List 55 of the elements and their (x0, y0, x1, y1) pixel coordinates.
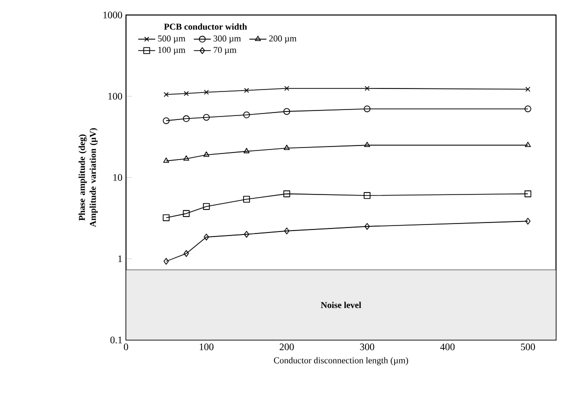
y-tick-label: 100 (108, 92, 122, 100)
legend-label: 200 µm (269, 35, 296, 44)
point (243, 196, 250, 203)
point (243, 111, 250, 118)
point (162, 117, 170, 124)
point (244, 88, 250, 93)
point (364, 142, 370, 148)
legend-title: PCB conductor width (164, 23, 247, 30)
x-tick-label: 0 (124, 344, 128, 350)
legend-label: 500 µm (158, 35, 186, 44)
point (204, 90, 209, 95)
point (284, 144, 290, 150)
point (184, 250, 189, 257)
legend-label: 100 µm (158, 46, 186, 55)
x-axis-title: Conductor disconnection length (µm) (274, 357, 408, 366)
point (524, 190, 532, 198)
point (525, 86, 530, 92)
x-tick-label: 500 (520, 344, 535, 350)
point (524, 105, 532, 112)
point (203, 151, 210, 157)
x-tick-label: 400 (440, 344, 455, 350)
point (244, 230, 250, 238)
point (164, 92, 169, 98)
point (283, 108, 290, 115)
point (183, 155, 190, 161)
legend-label: 300 µm (214, 35, 241, 44)
point (202, 114, 210, 121)
x-tick-label: 200 (280, 344, 294, 350)
point (244, 148, 250, 154)
point (204, 234, 210, 240)
x-tick-label: 300 (360, 344, 374, 350)
point (284, 86, 290, 91)
y-tick-label: 1 (118, 255, 122, 262)
band-label: Noise level (320, 302, 362, 308)
point (364, 192, 371, 199)
y-tick-label: 0.1 (110, 336, 122, 344)
point (364, 105, 371, 112)
point (182, 115, 190, 122)
x-tick-label: 100 (200, 344, 214, 350)
y-tick-label: 10 (113, 174, 122, 181)
legend-label: 70 µm (214, 46, 236, 55)
point (525, 218, 531, 225)
point (524, 142, 531, 148)
point (184, 91, 189, 96)
point (364, 86, 370, 91)
point (164, 258, 169, 265)
y-tick-label: 1000 (103, 12, 122, 18)
y-axis-title: Phase amplitude (deg) Amplitude variation (µV) (78, 128, 98, 228)
point (364, 223, 370, 230)
point (284, 228, 290, 234)
point (283, 190, 290, 198)
point (182, 210, 190, 217)
point (202, 203, 210, 210)
point (162, 214, 170, 222)
point (163, 158, 170, 163)
